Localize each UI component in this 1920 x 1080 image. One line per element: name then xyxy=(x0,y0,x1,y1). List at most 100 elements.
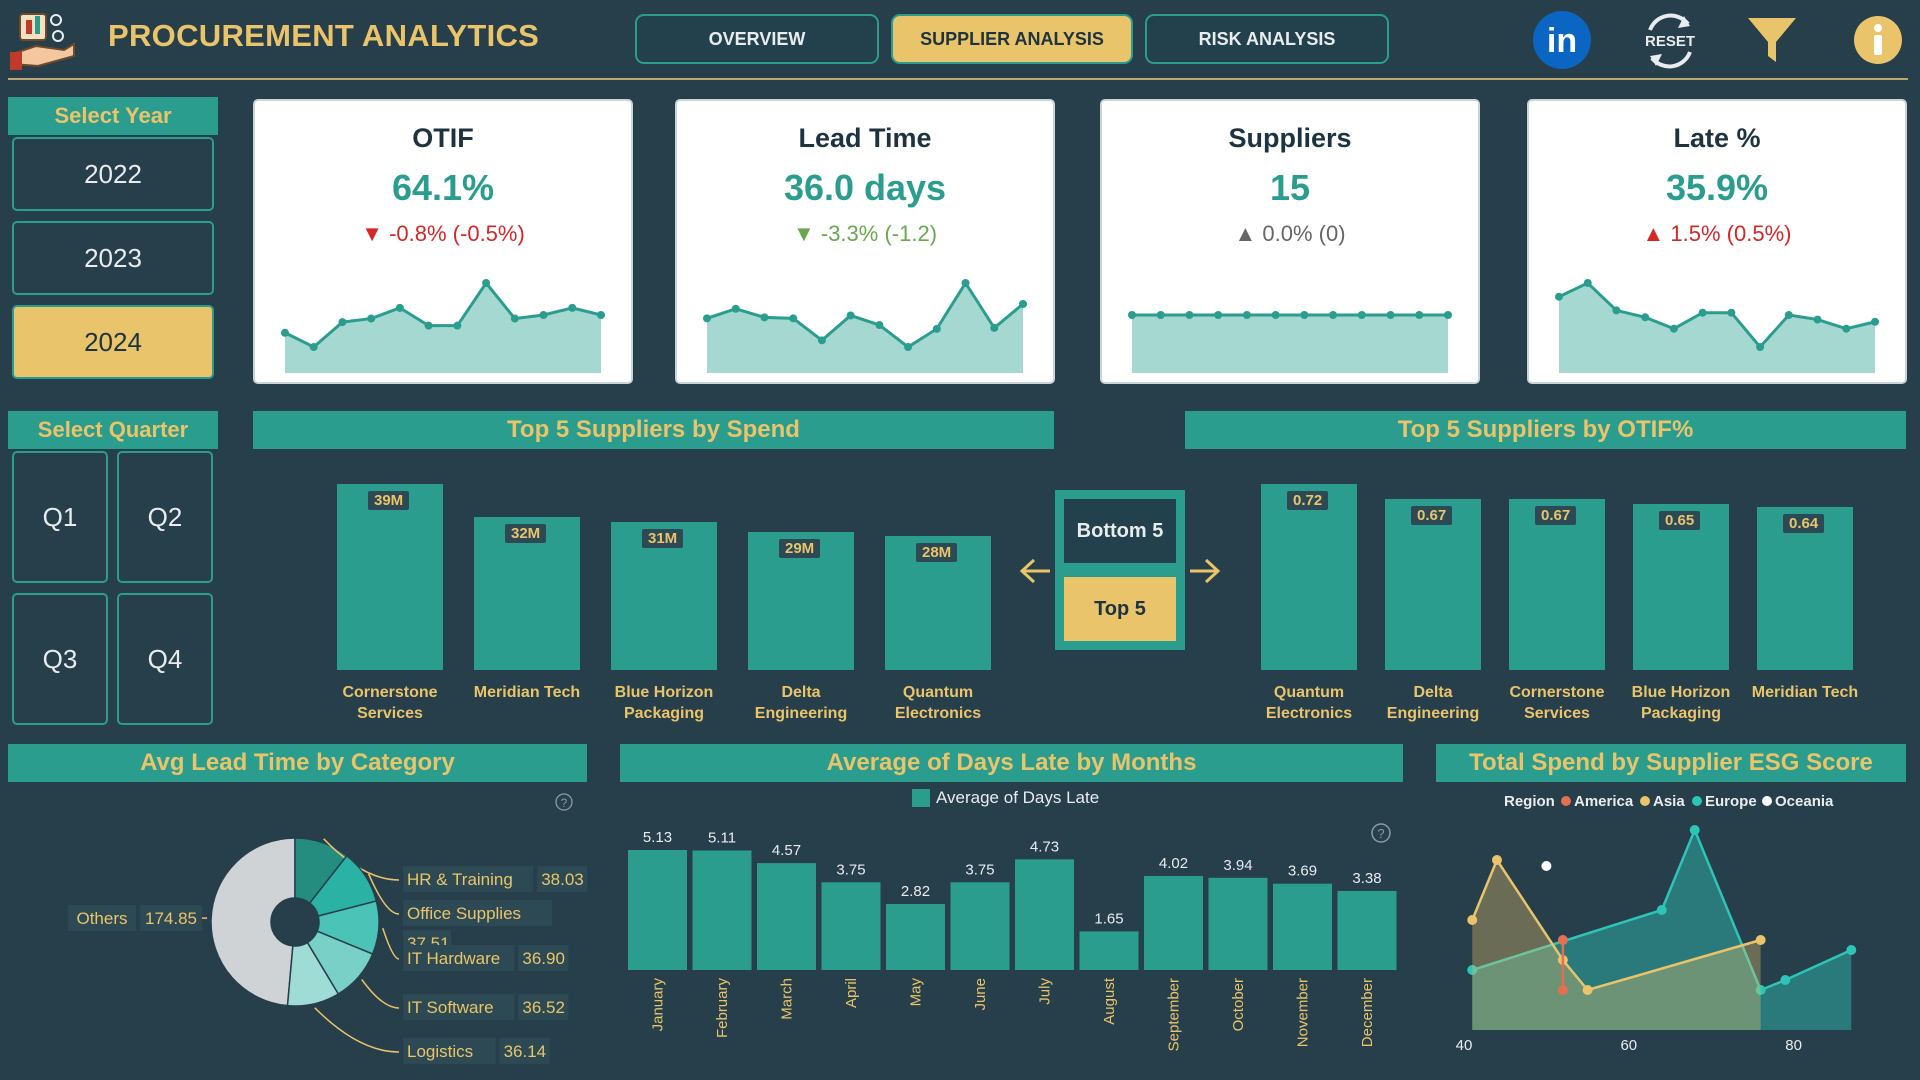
data-label: 36.90 xyxy=(522,949,565,968)
month-label: June xyxy=(972,978,989,1011)
kpi-card-late-pct: Late % 35.9% ▲ 1.5% (0.5%) xyxy=(1527,99,1907,384)
help-icon[interactable]: ? xyxy=(1370,822,1392,844)
kpi-delta-text: 1.5% (0.5%) xyxy=(1670,221,1792,246)
filter-icon[interactable] xyxy=(1740,8,1804,72)
year-option-2024[interactable]: 2024 xyxy=(12,305,214,379)
sparkline-point xyxy=(539,311,548,319)
app-title: PROCUREMENT ANALYTICS xyxy=(108,18,540,53)
chart-bar[interactable] xyxy=(1385,498,1481,670)
data-label: 0.64 xyxy=(1783,514,1825,534)
sparkline-point xyxy=(1300,311,1309,319)
chart-bar xyxy=(1015,859,1074,970)
kpi-sparkline xyxy=(1555,279,1879,373)
arrow-right-icon[interactable] xyxy=(1186,554,1222,588)
data-label: 28M xyxy=(916,543,958,563)
tab-overview[interactable]: OVERVIEW xyxy=(635,14,879,64)
category-label: Meridian Tech xyxy=(1751,684,1859,701)
donut-hole xyxy=(272,899,318,945)
data-point xyxy=(1780,975,1791,985)
sparkline-point xyxy=(1357,311,1366,319)
sparkline-area xyxy=(1559,283,1875,373)
sparkline-point xyxy=(1386,311,1395,319)
sparkline-point xyxy=(482,279,491,287)
days-late-bar-chart: 5.13 January 5.11 February 4.57 March 3.75 Apri… xyxy=(628,829,1397,1051)
legend-label: Oceania xyxy=(1775,793,1834,810)
data-label: 174.85 xyxy=(145,909,197,928)
chart-bar[interactable] xyxy=(1261,484,1357,670)
spend-bar-chart: 39M Cornerstone Services 32M Meridian Tech 3… xyxy=(253,460,1013,730)
data-label: 38.03 xyxy=(541,870,584,889)
svg-text:RESET: RESET xyxy=(1645,33,1695,50)
leader-line xyxy=(323,838,400,881)
tab-risk-analysis[interactable]: RISK ANALYSIS xyxy=(1145,14,1389,64)
data-label: 5.13 xyxy=(643,829,672,846)
label-bg xyxy=(403,866,534,892)
days-late-chart-title: Average of Days Late by Months xyxy=(620,744,1403,782)
month-label: February xyxy=(714,978,731,1039)
tab-supplier-analysis[interactable]: SUPPLIER ANALYSIS xyxy=(891,14,1133,64)
svg-text:in: in xyxy=(1547,22,1577,60)
sparkline-point xyxy=(1555,292,1563,301)
sparkline-point xyxy=(1583,279,1592,287)
bottom-5-button[interactable]: Bottom 5 xyxy=(1064,499,1176,563)
leader-line xyxy=(361,978,400,1009)
kpi-card-lead-time: Lead Time 36.0 days ▼ -3.3% (-1.2) xyxy=(675,99,1055,384)
quarter-option-q2[interactable]: Q2 xyxy=(117,451,213,583)
data-point xyxy=(1541,861,1552,871)
data-point xyxy=(1491,855,1502,865)
sparkline-point xyxy=(309,343,318,351)
trend-arrow-icon: ▼ xyxy=(361,221,383,246)
label-bg xyxy=(518,945,569,971)
sparkline-point xyxy=(961,279,970,287)
kpi-sparkline xyxy=(281,279,605,373)
data-label: 3.75 xyxy=(965,861,994,878)
chart-bar xyxy=(1144,875,1203,970)
year-option-2022[interactable]: 2022 xyxy=(12,137,214,211)
sparkline-point xyxy=(1128,311,1136,319)
data-label: 0.72 xyxy=(1287,491,1329,510)
data-point xyxy=(1582,985,1593,995)
kpi-delta: ▲ 1.5% (0.5%) xyxy=(1529,221,1905,247)
sparkline-point xyxy=(1756,343,1765,351)
month-label: November xyxy=(1295,978,1312,1047)
data-label: 3.38 xyxy=(1352,870,1381,887)
esg-chart-title: Total Spend by Supplier ESG Score xyxy=(1436,744,1906,782)
category-label: HR & Training xyxy=(407,870,513,889)
quarter-option-q3[interactable]: Q3 xyxy=(12,593,108,725)
trend-arrow-icon: ▼ xyxy=(792,221,815,246)
linkedin-icon[interactable]: in xyxy=(1530,8,1594,72)
data-label: 4.57 xyxy=(772,842,801,859)
quarter-option-q1[interactable]: Q1 xyxy=(12,451,108,583)
leader-line xyxy=(314,1007,400,1053)
legend-marker xyxy=(1640,796,1650,806)
sparkline-point xyxy=(1727,308,1736,317)
chart-bar[interactable] xyxy=(337,484,443,670)
label-bg xyxy=(403,1038,496,1064)
quarter-option-q4[interactable]: Q4 xyxy=(117,593,213,725)
data-point xyxy=(1689,825,1700,835)
data-point xyxy=(1846,945,1857,955)
year-option-2023[interactable]: 2023 xyxy=(12,221,214,295)
data-label: 4.02 xyxy=(1159,855,1188,872)
kpi-title: Suppliers xyxy=(1228,123,1352,153)
chart-bar xyxy=(1208,877,1268,970)
sparkline-point xyxy=(1329,311,1338,319)
sparkline-point xyxy=(1698,308,1707,317)
app-logo xyxy=(8,6,80,72)
x-tick-label: 60 xyxy=(1620,1037,1637,1054)
chart-bar[interactable] xyxy=(1757,507,1853,670)
sparkline-area xyxy=(1132,315,1448,373)
category-label: Meridian Tech xyxy=(473,684,581,701)
data-label: 36.14 xyxy=(504,1042,547,1061)
top-5-button[interactable]: Top 5 xyxy=(1064,577,1176,641)
data-label: 0.65 xyxy=(1659,511,1701,531)
sparkline-point xyxy=(1641,313,1650,322)
chart-bar[interactable] xyxy=(1509,498,1605,670)
arrow-left-icon[interactable] xyxy=(1018,554,1054,588)
reset-icon[interactable]: RESET xyxy=(1638,8,1702,72)
data-point xyxy=(1656,905,1667,915)
trend-arrow-icon: ▲ xyxy=(1234,221,1257,246)
chart-bar[interactable] xyxy=(1633,504,1729,670)
category-label: Others xyxy=(76,909,127,928)
info-icon[interactable] xyxy=(1846,8,1910,72)
